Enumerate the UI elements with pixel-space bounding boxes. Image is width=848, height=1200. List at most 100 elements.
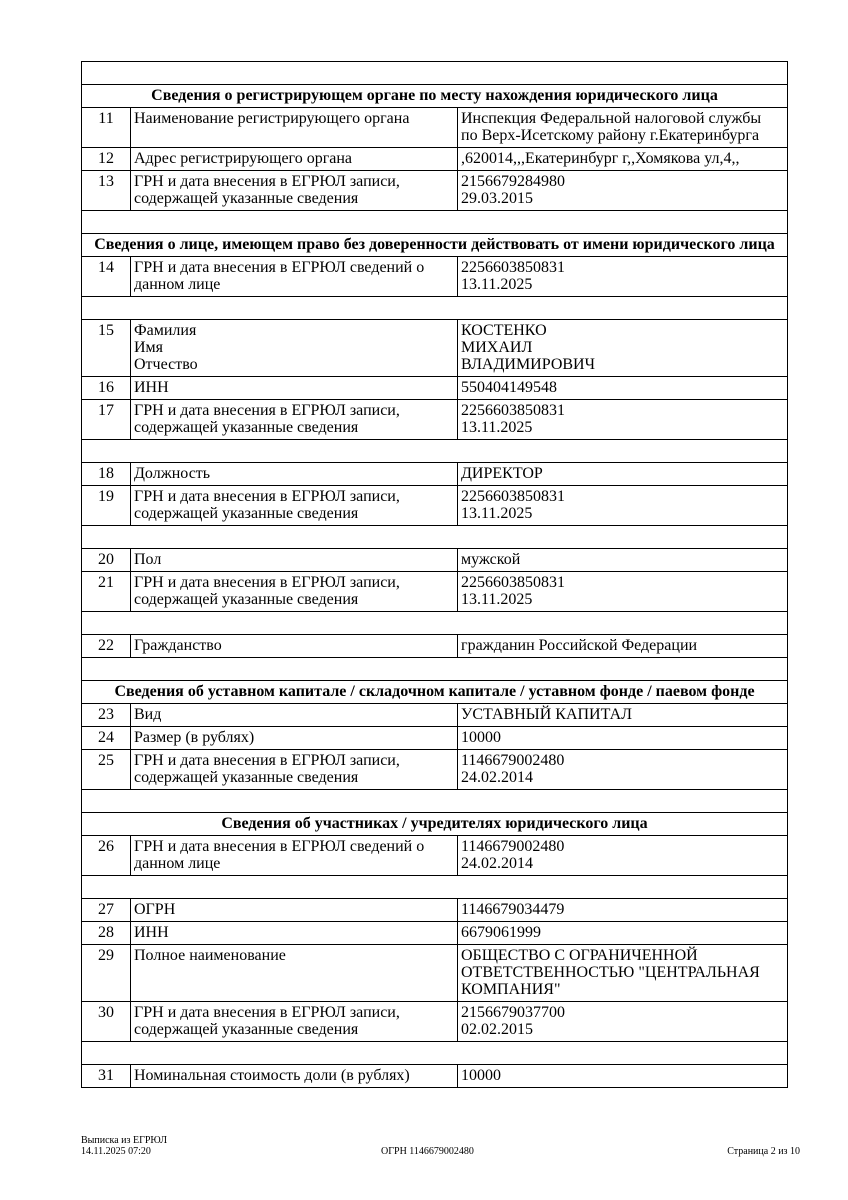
field-value: 550404149548 <box>456 376 789 400</box>
row-number: 14 <box>81 256 131 297</box>
row-number: 27 <box>81 898 131 922</box>
empty-cell <box>80 61 789 85</box>
spacer-row <box>80 439 789 463</box>
field-value: ,620014,,,Екатеринбург г,,Хомякова ул,4,… <box>456 147 789 171</box>
section-header-row: Сведения о регистрирующем органе по мест… <box>80 84 789 108</box>
row-number: 20 <box>81 548 131 572</box>
field-label: Адрес регистрирующего органа <box>130 147 458 171</box>
field-label: Номинальная стоимость доли (в рублях) <box>130 1064 458 1088</box>
field-value: мужской <box>456 548 789 572</box>
table-row: 27 ОГРН 1146679034479 <box>81 898 789 922</box>
field-label: Наименование регистрирующего органа <box>130 107 458 148</box>
field-value: 2156679284980 29.03.2015 <box>456 170 789 211</box>
field-value: 2156679037700 02.02.2015 <box>456 1001 789 1042</box>
table-row: 21 ГРН и дата внесения в ЕГРЮЛ записи, со… <box>81 571 789 612</box>
footer-left: Выписка из ЕГРЮЛ 14.11.2025 07:20 <box>81 1135 167 1157</box>
field-value: УСТАВНЫЙ КАПИТАЛ <box>456 703 789 727</box>
field-value: ДИРЕКТОР <box>456 462 789 486</box>
spacer-row <box>80 611 789 635</box>
row-number: 24 <box>81 726 131 750</box>
footer-ogrn: ОГРН 1146679002480 <box>381 1146 474 1157</box>
section-header: Сведения об уставном капитале / складочн… <box>80 680 789 704</box>
row-number: 21 <box>81 571 131 612</box>
field-label: Размер (в рублях) <box>130 726 458 750</box>
field-value: 2256603850831 13.11.2025 <box>456 399 789 440</box>
footer-doc-title: Выписка из ЕГРЮЛ <box>81 1135 167 1146</box>
empty-cell <box>80 657 789 681</box>
field-value: 1146679002480 24.02.2014 <box>456 749 789 790</box>
row-number: 16 <box>81 376 131 400</box>
section-header-row: Сведения об уставном капитале / складочн… <box>80 680 789 704</box>
row-number: 28 <box>81 921 131 945</box>
section-header: Сведения о лице, имеющем право без довер… <box>80 233 789 257</box>
row-number: 23 <box>81 703 131 727</box>
spacer-row <box>80 657 789 681</box>
empty-cell <box>80 439 789 463</box>
field-label: Гражданство <box>130 634 458 658</box>
field-label: ГРН и дата внесения в ЕГРЮЛ записи, соде… <box>130 399 458 440</box>
field-value: Инспекция Федеральной налоговой службы п… <box>456 107 789 148</box>
section-header-row: Сведения о лице, имеющем право без довер… <box>80 233 789 257</box>
field-label: Полное наименование <box>130 944 458 1002</box>
field-value: 2256603850831 13.11.2025 <box>456 571 789 612</box>
field-label: ГРН и дата внесения в ЕГРЮЛ записи, соде… <box>130 170 458 211</box>
field-value: 10000 <box>456 1064 789 1088</box>
spacer-row <box>80 1041 789 1065</box>
row-number: 30 <box>81 1001 131 1042</box>
table-row: 14 ГРН и дата внесения в ЕГРЮЛ сведений о… <box>81 256 789 297</box>
field-value: гражданин Российской Федерации <box>456 634 789 658</box>
field-value: 6679061999 <box>456 921 789 945</box>
table-row: 18 Должность ДИРЕКТОР <box>81 462 789 486</box>
section-header: Сведения об участниках / учредителях юри… <box>80 812 789 836</box>
spacer-row <box>80 789 789 813</box>
spacer-row <box>80 210 789 234</box>
field-label: Пол <box>130 548 458 572</box>
table-row: 30 ГРН и дата внесения в ЕГРЮЛ записи, со… <box>81 1001 789 1042</box>
field-value: 2256603850831 13.11.2025 <box>456 485 789 526</box>
row-number: 29 <box>81 944 131 1002</box>
spacer-row <box>80 525 789 549</box>
table-row: 20 Пол мужской <box>81 548 789 572</box>
empty-cell <box>80 296 789 320</box>
table-row: 25 ГРН и дата внесения в ЕГРЮЛ записи, со… <box>81 749 789 790</box>
field-value: 2256603850831 13.11.2025 <box>456 256 789 297</box>
field-value: 1146679034479 <box>456 898 789 922</box>
empty-cell <box>80 525 789 549</box>
spacer-row <box>80 61 789 85</box>
table-row: 17 ГРН и дата внесения в ЕГРЮЛ записи, со… <box>81 399 789 440</box>
field-label: Должность <box>130 462 458 486</box>
table-row: 31 Номинальная стоимость доли (в рублях) 1… <box>81 1064 789 1088</box>
egrul-table: Сведения о регистрирующем органе по мест… <box>80 61 789 1088</box>
field-label: ГРН и дата внесения в ЕГРЮЛ записи, соде… <box>130 749 458 790</box>
table-row: 16 ИНН 550404149548 <box>81 376 789 400</box>
field-label: ГРН и дата внесения в ЕГРЮЛ записи, соде… <box>130 485 458 526</box>
row-number: 17 <box>81 399 131 440</box>
footer-page-number: Страница 2 из 10 <box>727 1146 800 1157</box>
table-row: 11 Наименование регистрирующего органа Инс… <box>81 107 789 148</box>
field-value: 1146679002480 24.02.2014 <box>456 835 789 876</box>
row-number: 19 <box>81 485 131 526</box>
table-row: 13 ГРН и дата внесения в ЕГРЮЛ записи, со… <box>81 170 789 211</box>
table-row: 29 Полное наименование ОБЩЕСТВО С ОГРАНИЧЕ… <box>81 944 789 1002</box>
table-row: 26 ГРН и дата внесения в ЕГРЮЛ сведений о… <box>81 835 789 876</box>
row-number: 12 <box>81 147 131 171</box>
row-number: 18 <box>81 462 131 486</box>
empty-cell <box>80 875 789 899</box>
table-row: 24 Размер (в рублях) 10000 <box>81 726 789 750</box>
table-row: 28 ИНН 6679061999 <box>81 921 789 945</box>
empty-cell <box>80 611 789 635</box>
table-row: 23 Вид УСТАВНЫЙ КАПИТАЛ <box>81 703 789 727</box>
table-row: 22 Гражданство гражданин Российской Федера… <box>81 634 789 658</box>
section-header: Сведения о регистрирующем органе по мест… <box>80 84 789 108</box>
field-label: ОГРН <box>130 898 458 922</box>
spacer-row <box>80 296 789 320</box>
empty-cell <box>80 210 789 234</box>
row-number: 31 <box>81 1064 131 1088</box>
field-label: ИНН <box>130 921 458 945</box>
field-value: КОСТЕНКО МИХАИЛ ВЛАДИМИРОВИЧ <box>456 319 789 377</box>
row-number: 11 <box>81 107 131 148</box>
footer-datetime: 14.11.2025 07:20 <box>81 1146 151 1157</box>
row-number: 25 <box>81 749 131 790</box>
field-label: Вид <box>130 703 458 727</box>
field-label: ГРН и дата внесения в ЕГРЮЛ сведений о д… <box>130 256 458 297</box>
